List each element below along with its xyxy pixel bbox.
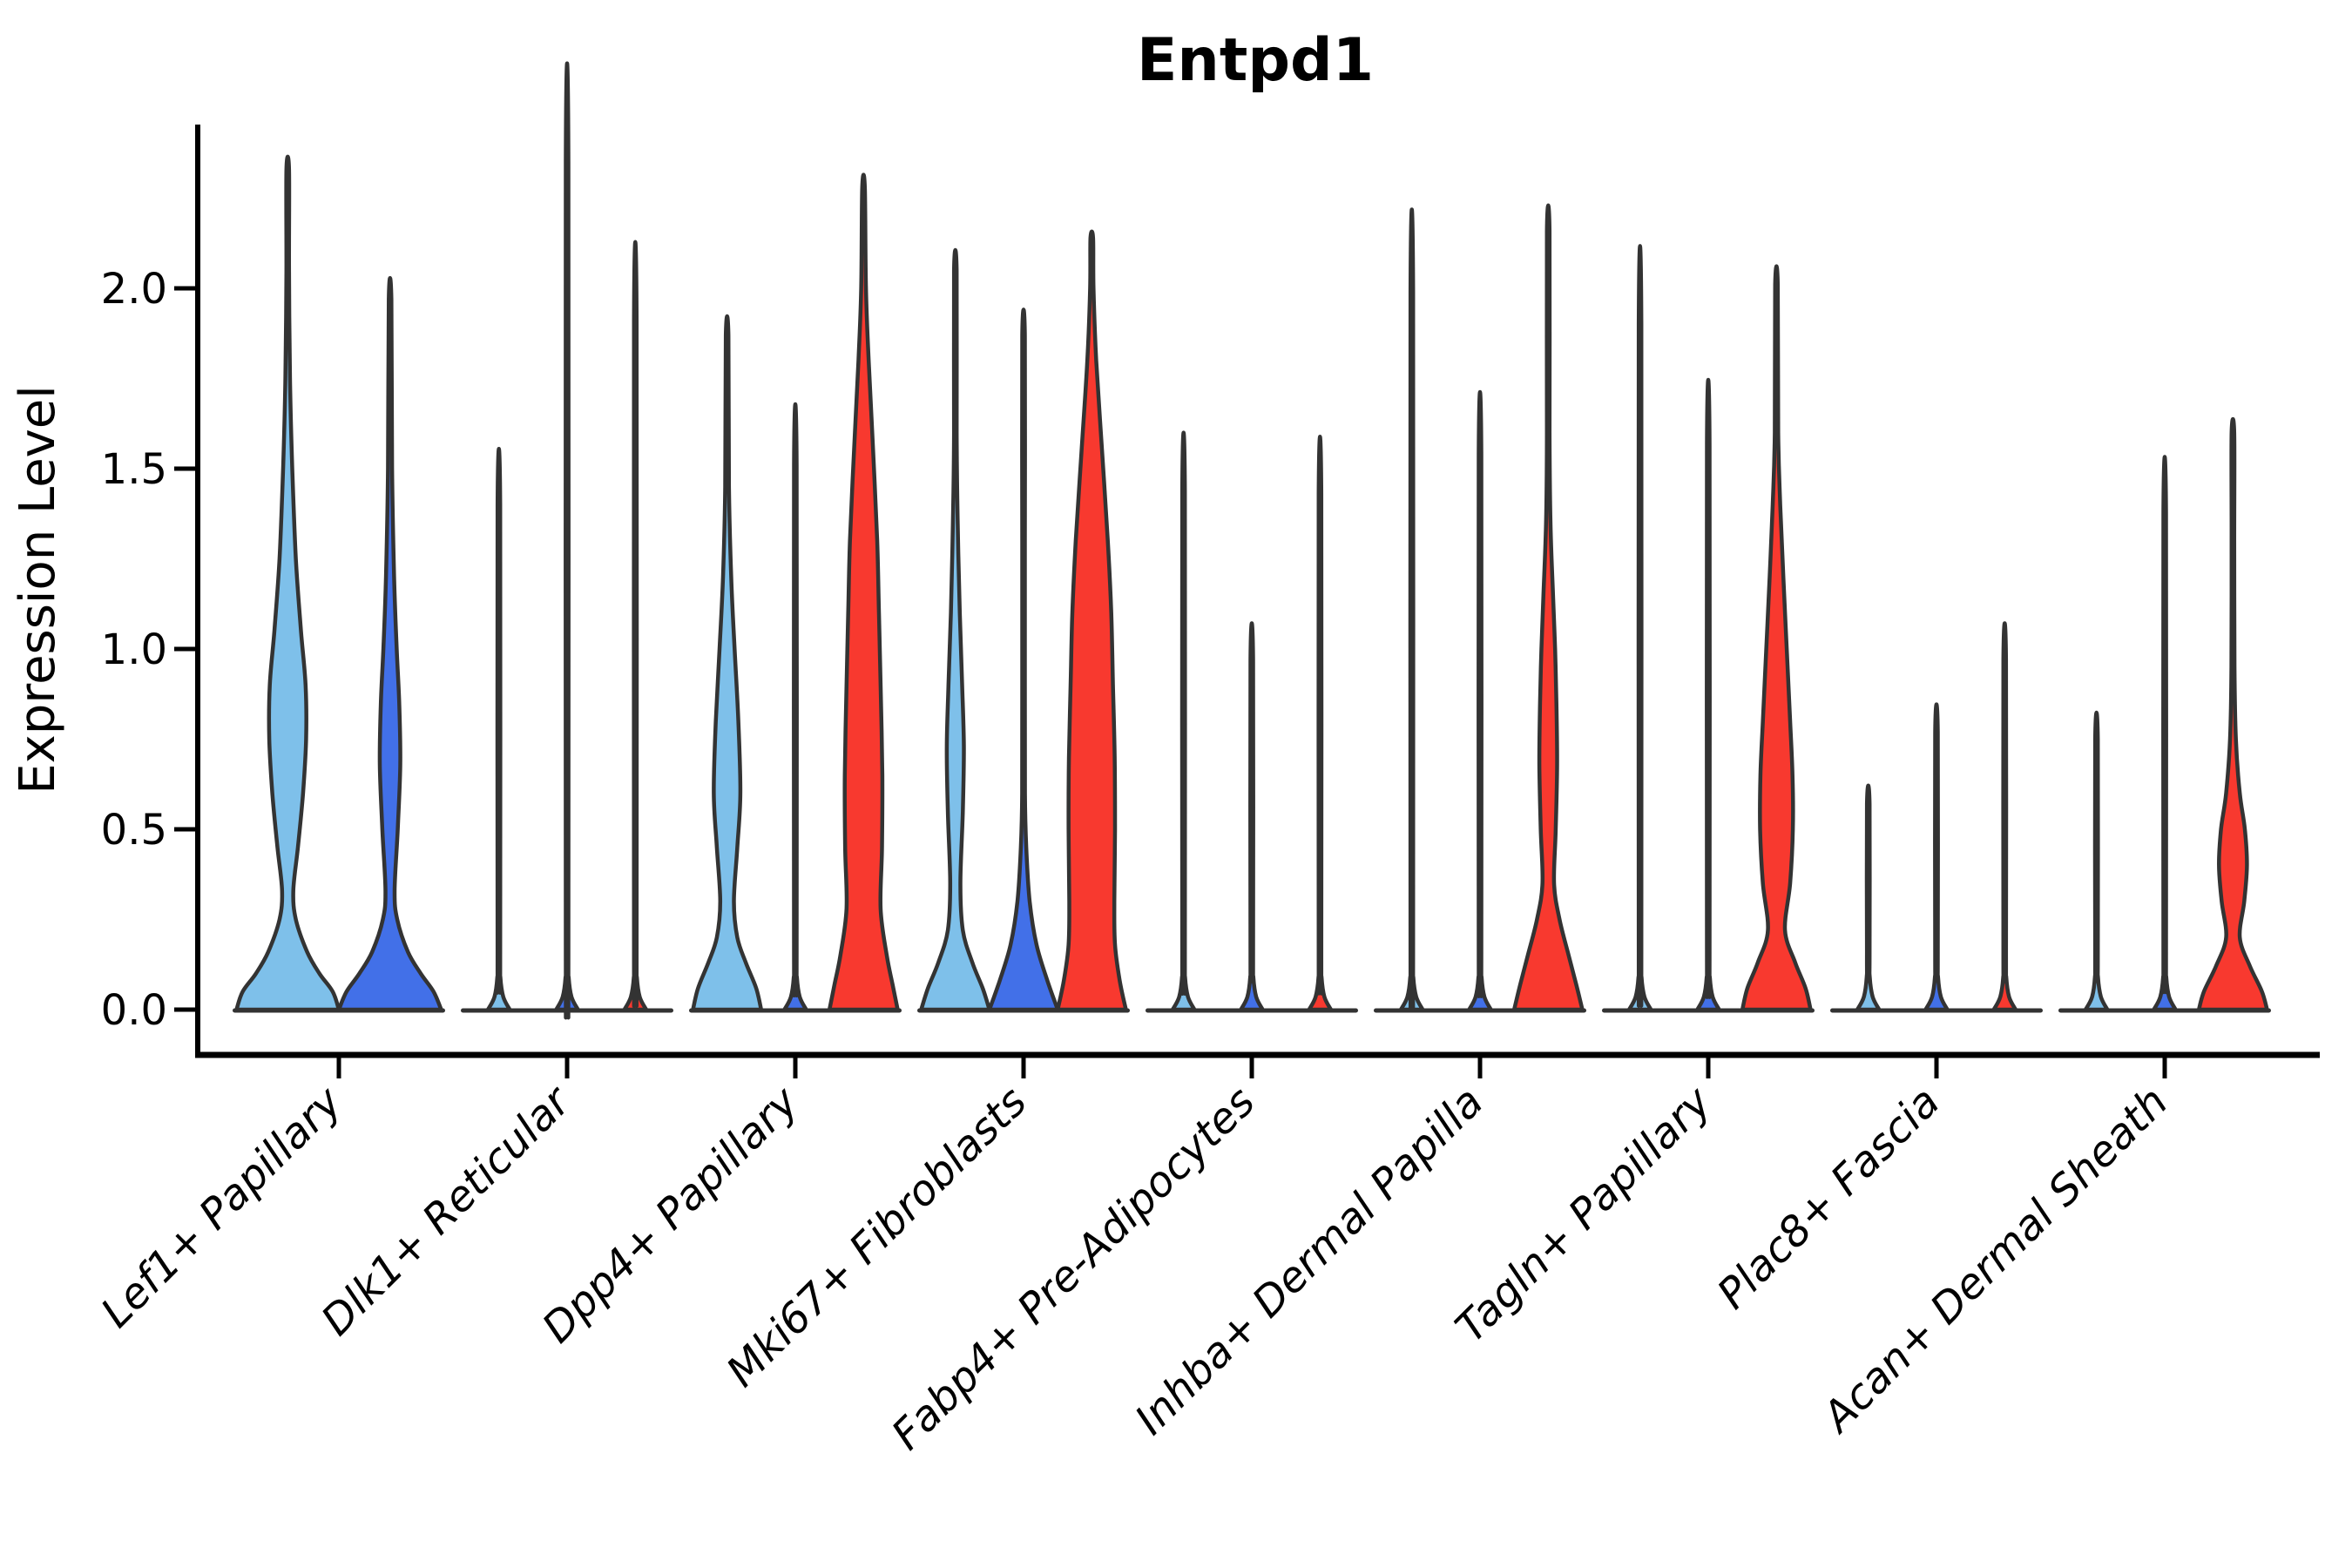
violin-skyblue [1626, 244, 1653, 1012]
axes-layer [174, 125, 2320, 1078]
y-tick-labels: 2.0 1.5 1.0 0.5 0.0 [101, 265, 167, 1035]
y-tick-label: 1.5 [101, 445, 167, 494]
violin-skyblue [234, 154, 341, 1012]
y-tick-label: 1.0 [101, 625, 167, 674]
x-tick-label: Dlk1+ Reticular [312, 1076, 582, 1346]
violin-skyblue [1398, 207, 1425, 1012]
x-tick-label: Plac8+ Fascia [1708, 1078, 1950, 1319]
y-tick-label: 0.0 [101, 986, 167, 1035]
violin-royalblue [1923, 702, 1950, 1012]
violin-royalblue [1467, 389, 1493, 1012]
x-tick-label: Tagln+ Papillary [1446, 1077, 1721, 1352]
violin-skyblue [485, 446, 512, 1012]
y-axis-label: Expression Level [10, 385, 66, 794]
y-tick-label: 0.5 [101, 806, 167, 855]
violin-skyblue [1170, 430, 1197, 1012]
violin-red [2196, 416, 2269, 1012]
violin-royalblue [2152, 455, 2178, 1012]
violin-red [827, 172, 900, 1012]
violin-royalblue [1695, 378, 1721, 1012]
violin-red [1991, 621, 2018, 1012]
violin-skyblue [1855, 783, 1882, 1012]
x-tick-label: Fabp4+ Pre-Adipocytes [882, 1078, 1265, 1460]
violin-royalblue [554, 61, 580, 1020]
violin-skyblue [2083, 710, 2110, 1012]
violin-royalblue [987, 308, 1060, 1012]
y-tick-label: 2.0 [101, 265, 167, 314]
chart-title: Entpd1 [1137, 26, 1374, 95]
violin-royalblue [1239, 621, 1265, 1012]
violin-royalblue [782, 402, 808, 1012]
violins-layer [234, 61, 2269, 1020]
violin-royalblue [336, 276, 443, 1012]
violin-skyblue [691, 314, 764, 1012]
x-tick-label: Lef1+ Papillary [91, 1077, 352, 1337]
violin-red [1511, 203, 1585, 1012]
violin-skyblue [919, 248, 992, 1012]
x-tick-labels: Lef1+ Papillary Dlk1+ Reticular Dpp4+ Pa… [91, 1076, 2177, 1460]
violin-red [622, 240, 649, 1012]
violin-red [1307, 435, 1334, 1012]
violin-red [1740, 264, 1813, 1012]
violin-red [1055, 229, 1128, 1012]
